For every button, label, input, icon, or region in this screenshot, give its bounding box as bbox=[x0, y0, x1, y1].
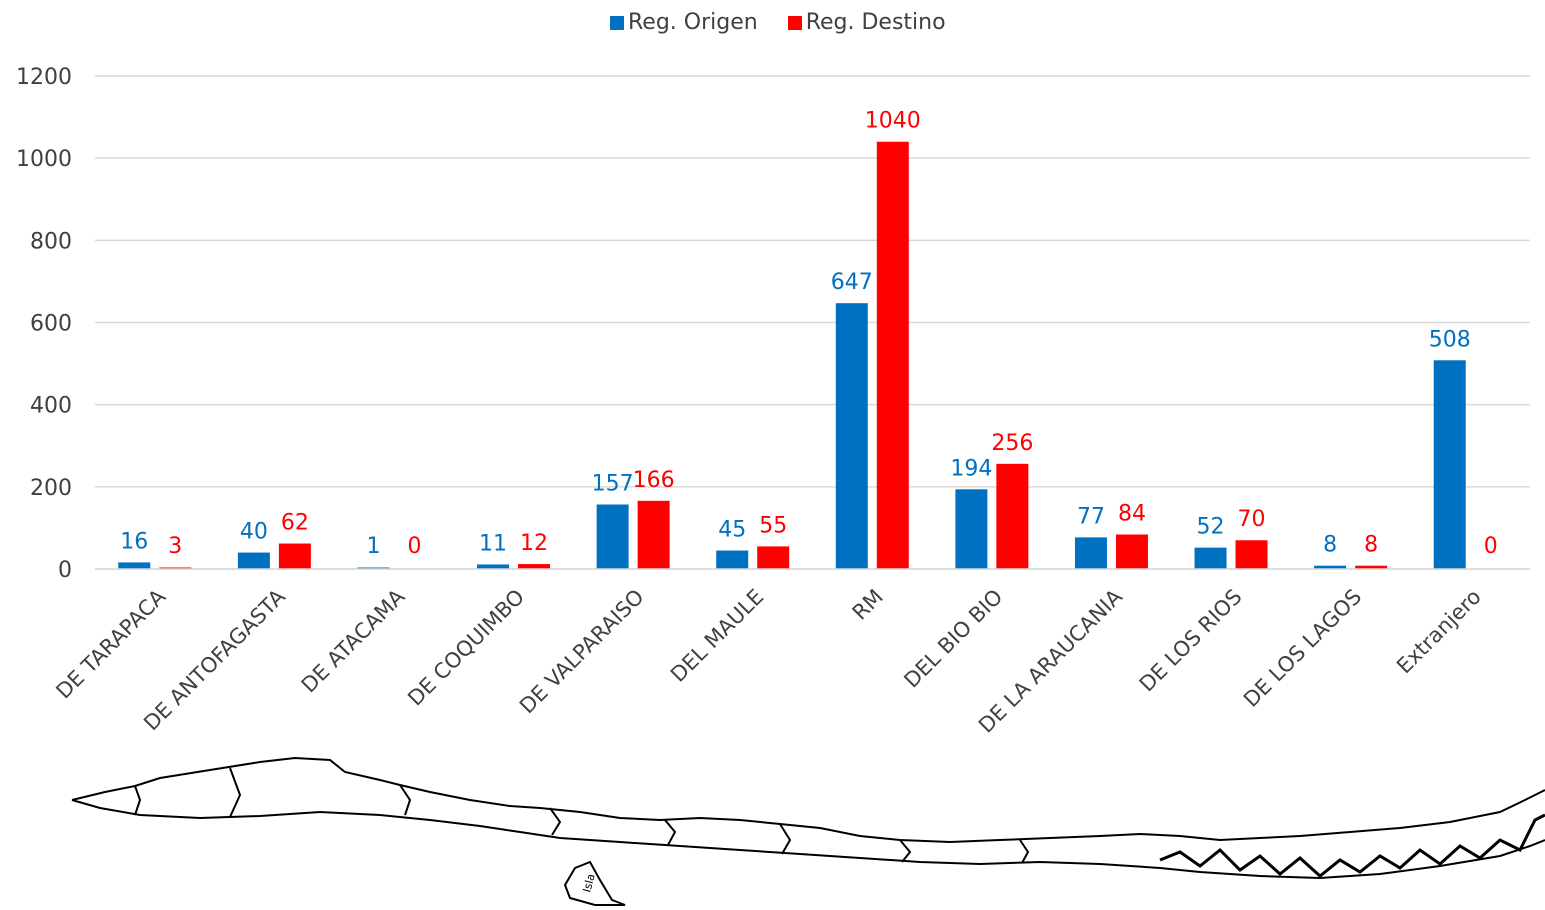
bar-origen bbox=[1433, 360, 1466, 569]
y-tick-label: 0 bbox=[58, 558, 72, 583]
map-region-border-7 bbox=[899, 839, 912, 863]
x-tick-label: DE TARAPACA bbox=[51, 584, 170, 703]
bar-destino bbox=[876, 141, 909, 569]
bar-destino bbox=[996, 463, 1029, 569]
x-tick-label: DE VALPARAISO bbox=[515, 585, 649, 719]
bar-origen bbox=[118, 562, 151, 569]
bars bbox=[118, 141, 1466, 569]
map-south-coast bbox=[71, 799, 1545, 880]
legend: Reg. Origen Reg. Destino bbox=[610, 10, 946, 35]
data-label-origen: 157 bbox=[592, 471, 634, 496]
data-label-destino: 62 bbox=[281, 511, 309, 536]
legend-label-origen: Reg. Origen bbox=[628, 10, 758, 35]
data-label-destino: 3 bbox=[168, 534, 182, 559]
legend-item-origen: Reg. Origen bbox=[610, 10, 758, 35]
data-label-destino: 12 bbox=[520, 531, 548, 556]
x-tick-label: DEL BIO BIO bbox=[899, 585, 1007, 693]
x-tick-label: RM bbox=[848, 585, 888, 625]
bar-origen bbox=[237, 552, 270, 569]
y-tick-label: 1000 bbox=[16, 147, 72, 172]
x-tick-label: DE COQUIMBO bbox=[403, 585, 529, 711]
legend-label-destino: Reg. Destino bbox=[805, 10, 946, 35]
data-label-origen: 16 bbox=[120, 529, 148, 554]
data-label-origen: 194 bbox=[950, 456, 992, 481]
bar-origen bbox=[1194, 547, 1227, 569]
bar-origen bbox=[716, 550, 749, 569]
data-label-destino: 55 bbox=[759, 513, 787, 538]
map-region-border-2 bbox=[229, 767, 242, 818]
map-region-border-6 bbox=[779, 823, 792, 855]
bar-destino bbox=[1355, 565, 1388, 569]
bar-origen bbox=[596, 504, 629, 569]
map-region-border-5 bbox=[664, 819, 677, 846]
x-tick-label: DEL MAULE bbox=[666, 585, 768, 687]
legend-swatch-destino bbox=[787, 15, 802, 30]
x-tick-label: DE LOS LAGOS bbox=[1239, 585, 1366, 712]
map-region-border-1 bbox=[134, 785, 142, 816]
map-fjords bbox=[1159, 813, 1545, 878]
legend-item-destino: Reg. Destino bbox=[787, 10, 946, 35]
y-tick-label: 800 bbox=[30, 229, 72, 254]
y-tick-label: 1200 bbox=[16, 65, 72, 90]
bar-destino bbox=[518, 564, 551, 569]
data-label-destino: 70 bbox=[1238, 507, 1266, 532]
map-region-border-3 bbox=[399, 784, 412, 816]
data-label-origen: 647 bbox=[831, 270, 873, 295]
y-tick-label: 400 bbox=[30, 394, 72, 419]
bar-destino bbox=[278, 543, 311, 569]
data-label-destino: 0 bbox=[1484, 534, 1498, 559]
data-label-origen: 508 bbox=[1429, 327, 1471, 352]
data-label-origen: 77 bbox=[1077, 504, 1105, 529]
data-label-origen: 52 bbox=[1197, 515, 1225, 540]
bar-origen bbox=[477, 564, 510, 569]
map-island-label: Isla bbox=[580, 872, 597, 894]
x-tick-label: Extranjero bbox=[1392, 585, 1486, 679]
bar-destino bbox=[637, 500, 670, 569]
bar-destino bbox=[757, 546, 790, 569]
data-label-origen: 11 bbox=[479, 531, 507, 556]
data-label-origen: 1 bbox=[366, 534, 380, 559]
bar-destino bbox=[1235, 540, 1268, 569]
gridlines bbox=[95, 75, 1530, 570]
map-island bbox=[563, 860, 626, 906]
x-tick-label: DE LOS RIOS bbox=[1135, 585, 1247, 697]
data-label-origen: 40 bbox=[240, 520, 268, 545]
bar-destino bbox=[1115, 534, 1148, 569]
legend-swatch-origen bbox=[610, 15, 624, 30]
data-label-destino: 166 bbox=[633, 468, 675, 493]
map-coast-outline bbox=[71, 756, 1545, 844]
y-axis: 0 200 400 600 800 1000 1200 bbox=[16, 65, 72, 583]
data-label-destino: 8 bbox=[1364, 533, 1378, 558]
data-label-destino: 84 bbox=[1118, 501, 1146, 526]
data-label-origen: 8 bbox=[1323, 533, 1337, 558]
x-tick-label: DE ATACAMA bbox=[297, 584, 410, 697]
data-label-origen: 45 bbox=[718, 518, 746, 543]
data-label-destino: 0 bbox=[407, 534, 421, 559]
chile-map-outline bbox=[71, 756, 1545, 906]
data-label-destino: 1040 bbox=[865, 109, 921, 134]
data-label-destino: 256 bbox=[991, 431, 1033, 456]
y-tick-label: 200 bbox=[30, 476, 72, 501]
map-region-border-8 bbox=[1019, 839, 1030, 864]
map-region-border-4 bbox=[549, 807, 562, 836]
bar-origen bbox=[1314, 565, 1347, 569]
y-tick-label: 600 bbox=[30, 312, 72, 337]
bar-origen bbox=[955, 489, 988, 569]
bar-origen bbox=[1074, 537, 1107, 569]
bar-origen bbox=[835, 303, 868, 569]
